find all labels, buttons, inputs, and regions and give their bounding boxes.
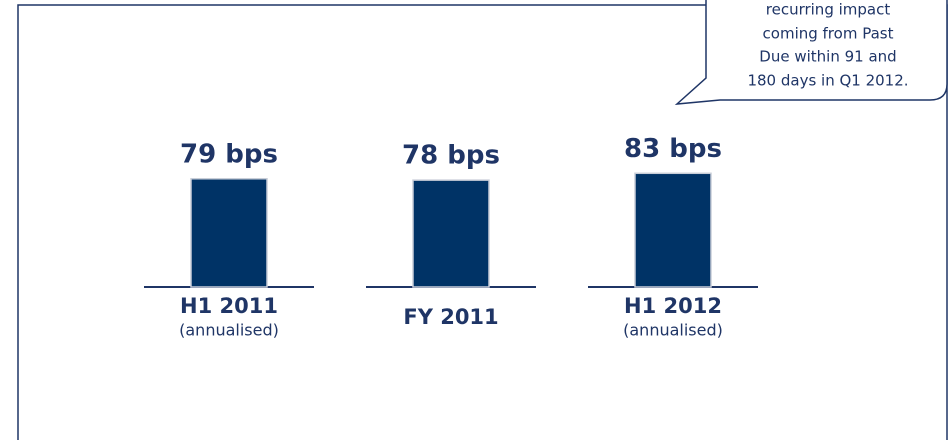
frame bbox=[17, 4, 948, 440]
value-label: 78 bps bbox=[402, 141, 500, 171]
callout-text: 180 days in Q1 2012. bbox=[747, 72, 908, 90]
value-label: 83 bps bbox=[624, 134, 722, 164]
callout-text: Due within 91 and bbox=[759, 48, 896, 66]
x-tick-label: H1 2012 bbox=[624, 294, 722, 318]
x-tick-note: (annualised) bbox=[623, 321, 723, 340]
x-tick-label: H1 2011 bbox=[180, 294, 278, 318]
x-tick-label: FY 2011 bbox=[403, 305, 498, 329]
x-tick-note: (annualised) bbox=[179, 321, 279, 340]
callout-text: coming from Past bbox=[763, 25, 894, 43]
callout-text: recurring impact bbox=[766, 1, 891, 19]
value-label: 79 bps bbox=[180, 139, 278, 169]
bar bbox=[412, 179, 490, 288]
bar bbox=[634, 172, 712, 288]
bar bbox=[190, 178, 268, 288]
callout bbox=[674, 0, 948, 105]
